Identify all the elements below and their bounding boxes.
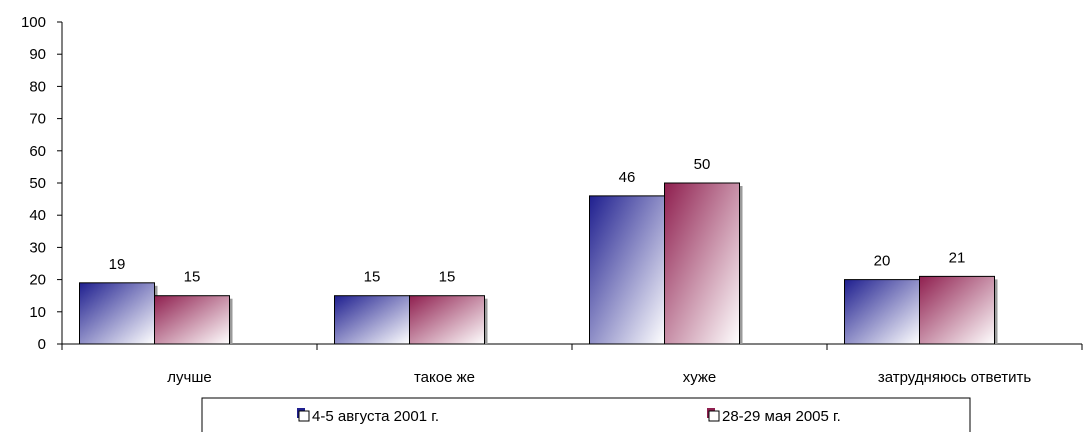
y-tick-label: 0 <box>38 336 46 353</box>
y-tick-label: 30 <box>29 239 46 256</box>
bar <box>154 295 230 345</box>
bar <box>409 295 485 345</box>
x-category-label: такое же <box>414 369 475 386</box>
legend-marker <box>708 410 720 422</box>
data-label: 15 <box>184 269 201 286</box>
bar <box>919 275 995 345</box>
x-category-label: лучше <box>167 369 211 386</box>
legend-marker <box>298 410 310 422</box>
legend-box <box>201 397 971 432</box>
data-label: 46 <box>619 169 636 186</box>
data-label: 21 <box>949 249 966 266</box>
y-tick-label: 40 <box>29 207 46 224</box>
y-tick-label: 80 <box>29 78 46 95</box>
y-tick-label: 100 <box>21 14 46 31</box>
data-label: 19 <box>109 256 126 273</box>
y-tick-label: 70 <box>29 111 46 128</box>
y-tick-label: 50 <box>29 175 46 192</box>
bar <box>844 279 920 345</box>
data-label: 50 <box>694 156 711 173</box>
y-tick-label: 60 <box>29 143 46 160</box>
legend: 4-5 августа 2001 г. 28-29 мая 2005 г. <box>201 397 971 432</box>
x-category-label: хуже <box>683 369 717 386</box>
bar <box>334 295 410 345</box>
legend-label: 4-5 августа 2001 г. <box>312 408 439 425</box>
bar <box>79 282 155 345</box>
axes: 0 10 20 30 40 50 60 70 80 90 100 лучше такое же хуже з… <box>21 14 1083 386</box>
data-label: 15 <box>364 269 381 286</box>
bars <box>79 182 998 345</box>
bar <box>589 195 665 345</box>
x-category-label: затрудняюсь ответить <box>878 369 1031 386</box>
y-tick-label: 90 <box>29 46 46 63</box>
bar <box>664 182 740 345</box>
legend-label: 28-29 мая 2005 г. <box>722 408 841 425</box>
data-labels: 19 15 15 15 46 50 20 21 <box>109 156 966 286</box>
y-tick-label: 20 <box>29 272 46 289</box>
y-tick-label: 10 <box>29 304 46 321</box>
data-label: 15 <box>439 269 456 286</box>
data-label: 20 <box>874 253 891 270</box>
